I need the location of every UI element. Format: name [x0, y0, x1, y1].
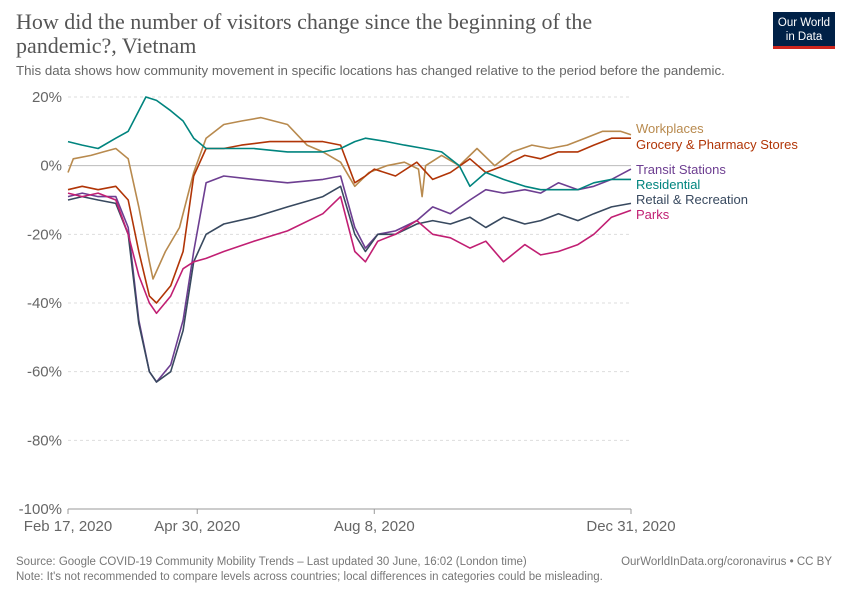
series-line[interactable]: [67, 96, 631, 191]
y-tick-label: -40%: [27, 295, 62, 312]
legend-label[interactable]: Residential: [636, 177, 700, 192]
owid-logo[interactable]: Our World in Data: [773, 12, 835, 49]
x-tick-label: Feb 17, 2020: [24, 518, 112, 535]
y-tick-label: -80%: [27, 432, 62, 449]
legend-label[interactable]: Parks: [636, 207, 670, 222]
source-note: Source: Google COVID-19 Community Mobili…: [16, 556, 527, 568]
x-tick-label: Apr 30, 2020: [154, 518, 240, 535]
series-line[interactable]: [67, 137, 631, 304]
series-line[interactable]: [67, 185, 632, 383]
y-axis-tick-labels: 20% 0% -20% -40% -60% -80% -100%: [19, 89, 62, 518]
y-tick-label: -20%: [27, 226, 62, 243]
comparison-note: Note: It's not recommended to compare le…: [16, 571, 603, 583]
legend-label[interactable]: Grocery & Pharmacy Stores: [636, 137, 798, 152]
x-axis: Feb 17, 2020 Apr 30, 2020 Aug 8, 2020 Dec 3…: [24, 508, 676, 535]
y-tick-label: 0%: [40, 158, 62, 175]
y-tick-label: -60%: [27, 364, 62, 381]
x-tick-label: Aug 8, 2020: [334, 518, 415, 535]
x-tick-label: Dec 31, 2020: [586, 518, 675, 535]
chart-subtitle: This data shows how community movement i…: [16, 63, 725, 78]
legend-label[interactable]: Transit Stations: [636, 162, 726, 177]
chart-title: How did the number of visitors change si…: [16, 9, 593, 58]
legend-label[interactable]: Workplaces: [636, 121, 704, 136]
grid-lines: [68, 96, 631, 510]
legend-label[interactable]: Retail & Recreation: [636, 192, 748, 207]
logo-line-2: in Data: [785, 31, 823, 43]
series-line[interactable]: [67, 116, 632, 280]
y-tick-label: 20%: [32, 89, 62, 106]
y-tick-label: -100%: [19, 501, 62, 518]
owid-url-link[interactable]: OurWorldInData.org/coronavirus • CC BY: [621, 556, 832, 568]
logo-line-1: Our World: [777, 17, 831, 29]
series-lines: [67, 96, 632, 383]
series-line[interactable]: [67, 192, 632, 315]
